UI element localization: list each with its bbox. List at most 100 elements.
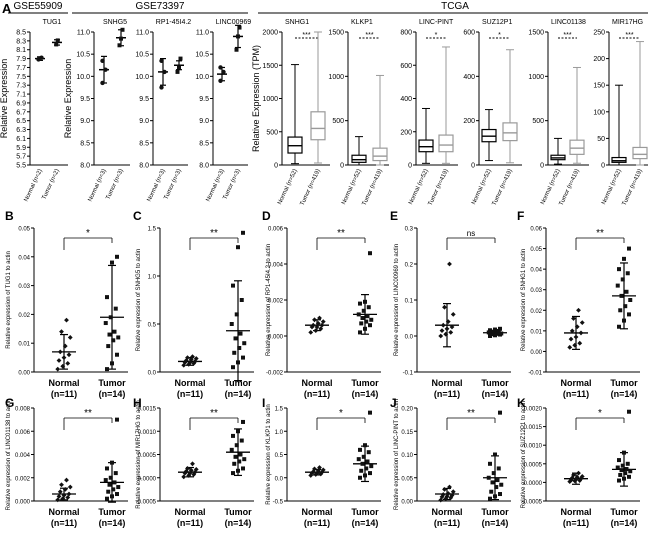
data-point-G-0-5 [66,491,72,497]
data-point-J-1-8 [486,475,491,480]
x-label-I-1: Tumor [351,507,379,517]
y-tick-label-D-0: -0.002 [266,371,284,377]
data-point-E-1-9 [491,329,496,334]
data-point-E-0-4 [444,326,450,332]
y-axis-label-C: Relative expression of SNHG5 to actin [136,249,142,351]
data-point-A1-0-1 [39,55,44,60]
y-axis-label-A2: Relative Expression [63,59,73,139]
data-point-D-0-3 [309,324,315,330]
x-tick-label-T1-0: Normal (n=52) [277,168,299,205]
data-point-K-1-11 [617,458,621,463]
data-point-D-1-10 [366,305,371,310]
data-point-K-1-9 [620,463,625,468]
data-point-I-0-1 [313,472,319,477]
x-tick-label-T3-1: Tumor (n=419) [428,168,450,206]
data-point-A1-1-1 [55,38,60,43]
y-tick-label-T6-2: 100 [593,109,605,116]
data-point-E-1-13 [498,326,502,331]
data-point-C-1-13 [241,230,245,235]
x-label-K-1: Tumor [610,507,638,517]
data-point-D-0-0 [308,330,314,335]
data-point-K-0-7 [574,474,580,480]
data-point-J-1-12 [493,452,497,457]
y-tick-label-A1-7: 6.9 [16,100,26,107]
y-tick-label-F-2: 0.01 [530,329,542,335]
data-point-H-1-6 [233,454,238,459]
data-point-D-1-1 [363,326,367,331]
panel-label-b: B [5,209,14,223]
data-point-H-0-9 [185,466,190,471]
y-tick-label-A4-3: 9.5 [199,96,209,103]
y-tick-label-C-2: 1.0 [148,275,157,281]
data-point-I-1-13 [368,410,372,415]
y-tick-label-C-0: 0.0 [148,371,157,377]
data-point-I-0-8 [320,467,326,473]
data-point-F-1-8 [615,283,620,288]
x-n-label-F-1: (n=14) [611,389,638,399]
data-point-B-0-4 [61,355,67,360]
data-point-J-0-7 [445,491,451,496]
data-point-I-1-8 [356,457,361,462]
data-point-H-0-10 [190,461,195,467]
y-tick-label-H-2: 0.0005 [138,453,157,459]
data-point-I-0-5 [319,469,325,475]
data-point-B-0-10 [64,317,69,323]
y-tick-label-B-2: 0.02 [18,313,30,319]
data-point-B-1-11 [105,295,109,300]
panel-title-A2: SNHG5 [103,19,127,26]
data-point-C-1-11 [231,283,235,288]
data-point-F-1-4 [623,304,628,309]
data-point-H-0-7 [188,467,194,473]
data-point-F-1-2 [627,312,631,317]
data-point-G-1-11 [105,466,109,471]
x-label-D-0: Normal [301,378,332,388]
y-tick-label-T2-3: 1500 [328,30,344,37]
data-point-H-1-10 [239,438,244,443]
data-point-G-0-6 [57,489,63,495]
x-n-label-J-0: (n=11) [434,518,460,528]
data-point-F-0-5 [578,330,584,336]
data-point-I-1-0 [358,475,362,480]
data-point-F-1-7 [624,289,629,294]
data-point-G-1-12 [110,460,114,465]
x-n-label-K-1: (n=14) [611,518,638,528]
y-tick-label-T1-0: 0 [274,163,278,170]
data-point-I-1-12 [363,443,367,448]
data-point-E-0-10 [447,261,452,267]
x-label-F-1: Tumor [610,378,638,388]
data-point-F-1-5 [628,298,633,302]
box-T5-1 [569,139,585,155]
data-point-C-1-6 [233,336,238,341]
data-point-F-0-6 [569,328,575,334]
data-point-F-1-1 [622,318,626,323]
y-tick-label-A1-0: 5.5 [16,163,26,170]
y-tick-label-A1-10: 7.5 [16,74,26,81]
x-n-label-F-0: (n=11) [563,389,589,399]
x-n-label-E-0: (n=11) [434,389,460,399]
y-tick-label-A3-5: 10.5 [135,52,149,59]
y-tick-label-T4-1: 200 [463,118,475,125]
data-point-D-1-12 [363,299,367,304]
data-point-C-1-8 [229,322,234,326]
y-tick-label-T6-4: 200 [593,56,605,63]
data-point-I-1-1 [363,473,367,478]
y-tick-label-A2-5: 10.5 [76,52,90,59]
x-tick-label-T6-0: Normal (n=52) [601,168,623,205]
data-point-K-0-10 [576,470,581,476]
data-point-D-1-9 [361,308,366,313]
data-point-J-1-0 [488,496,492,501]
sig-label-T5: *** [563,32,571,39]
y-tick-label-I-0: -0.5 [273,500,284,506]
y-tick-label-T5-1: 500 [532,118,544,125]
y-axis-label-D: Relative expression of RP1-45I4.2 to act… [266,244,272,356]
data-point-G-0-8 [67,484,73,490]
data-point-I-1-11 [358,447,362,452]
y-tick-label-F-1: 0.00 [530,350,542,356]
data-point-J-1-6 [490,480,495,485]
data-point-A2-1-2 [120,27,125,32]
y-tick-label-A1-2: 5.9 [16,145,26,152]
sig-label-T6: *** [625,32,633,39]
y-tick-label-A4-6: 11.0 [196,30,209,37]
y-tick-label-G-4: 0.008 [15,407,31,413]
data-point-A3-1-1 [177,65,181,70]
